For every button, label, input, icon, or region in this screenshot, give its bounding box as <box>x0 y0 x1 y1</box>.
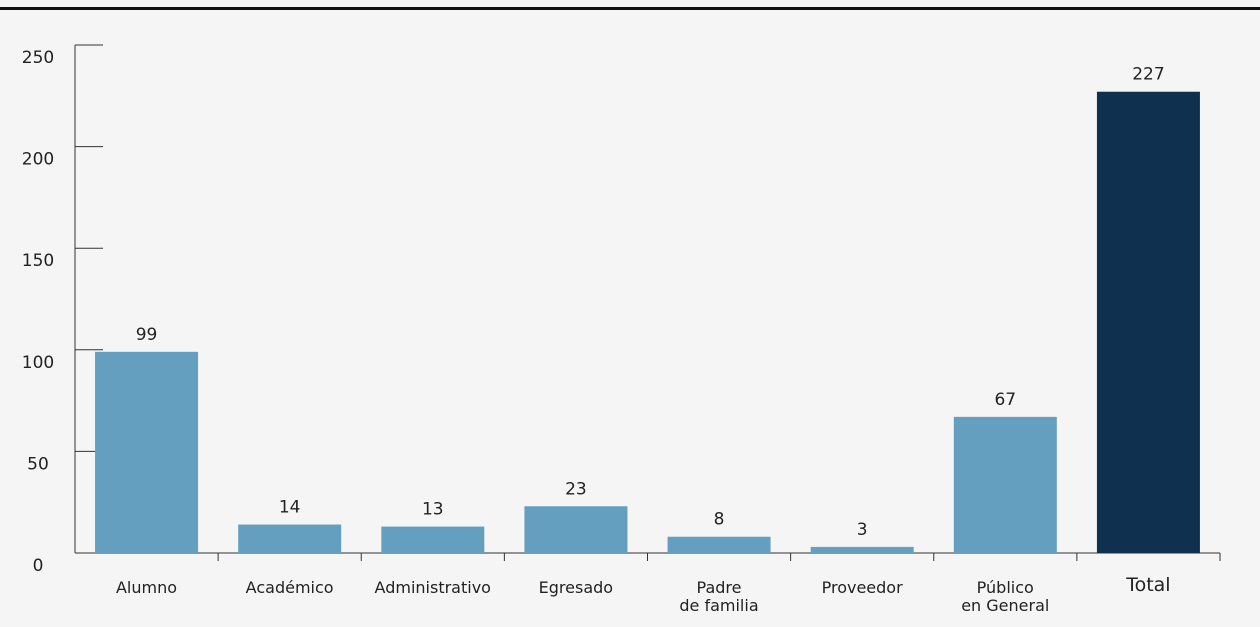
data-label: 99 <box>136 325 158 345</box>
data-label: 14 <box>279 498 301 518</box>
bar <box>810 546 914 553</box>
y-tick-label: 250 <box>22 48 54 68</box>
top-rule <box>0 7 1260 10</box>
bar <box>95 351 199 553</box>
bar <box>381 526 485 553</box>
data-label: 3 <box>857 520 868 540</box>
y-tick-label: 0 <box>33 556 44 576</box>
x-tick-label: Público en General <box>961 578 1050 615</box>
x-tick-label: Académico <box>245 578 334 597</box>
y-tick-label: 100 <box>22 353 54 373</box>
x-tick-label: Proveedor <box>821 578 903 597</box>
y-tick-label: 50 <box>27 454 49 474</box>
x-tick-label: Administrativo <box>374 578 491 597</box>
bar <box>524 506 628 553</box>
bar <box>238 524 342 553</box>
data-label: 8 <box>714 510 725 530</box>
data-label: 13 <box>422 500 444 520</box>
x-tick-label: Padre de familia <box>679 578 759 615</box>
data-label: 23 <box>565 479 587 499</box>
bar <box>1096 91 1200 554</box>
x-tick-label: Alumno <box>115 578 178 597</box>
y-tick-label: 150 <box>22 251 54 271</box>
x-tick-label: Egresado <box>538 578 614 597</box>
bar <box>667 536 771 553</box>
data-label: 227 <box>1132 65 1164 85</box>
data-label: 67 <box>994 390 1016 410</box>
x-tick-label: Total <box>1126 574 1171 596</box>
bar <box>953 416 1057 553</box>
y-tick-label: 200 <box>22 150 54 170</box>
